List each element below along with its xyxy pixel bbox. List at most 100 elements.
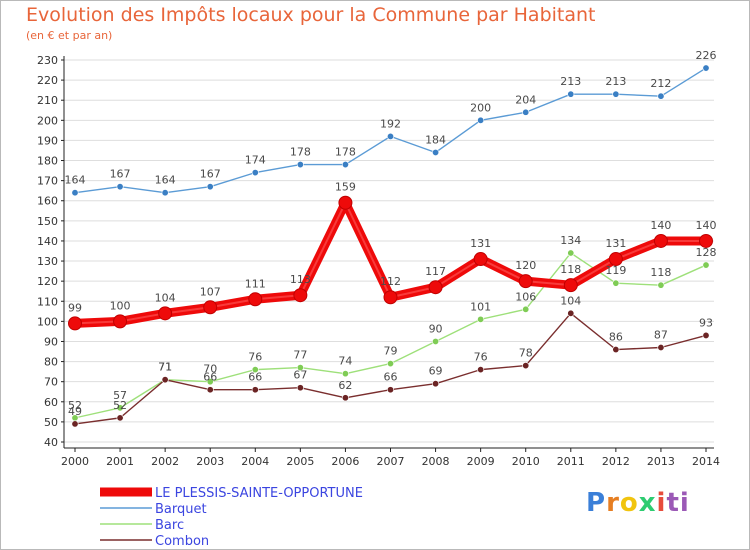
data-label: 184 bbox=[425, 133, 446, 146]
data-label: 131 bbox=[470, 237, 491, 250]
data-point bbox=[248, 292, 263, 307]
series-le-plessis-sainte-opportune bbox=[68, 195, 713, 331]
data-point bbox=[161, 376, 169, 384]
data-point bbox=[113, 314, 128, 329]
data-point bbox=[68, 316, 82, 331]
data-label: 71 bbox=[158, 361, 172, 374]
data-point bbox=[386, 360, 394, 368]
series-combon bbox=[71, 309, 710, 428]
y-tick-label: 180 bbox=[37, 155, 58, 168]
data-point bbox=[432, 337, 440, 345]
y-tick-label: 210 bbox=[37, 94, 58, 107]
data-point bbox=[702, 261, 710, 269]
data-label: 226 bbox=[696, 49, 717, 62]
data-point bbox=[518, 274, 533, 289]
data-point bbox=[657, 92, 665, 100]
data-label: 212 bbox=[650, 77, 671, 90]
data-point bbox=[251, 366, 259, 374]
data-label: 66 bbox=[248, 371, 262, 384]
data-point bbox=[296, 364, 304, 372]
x-tick-label: 2010 bbox=[512, 455, 540, 468]
legend-label: Barquet bbox=[155, 502, 207, 517]
series-barquet bbox=[71, 64, 710, 197]
data-label: 111 bbox=[245, 277, 266, 290]
data-label: 174 bbox=[245, 154, 266, 167]
data-point bbox=[116, 414, 124, 422]
data-point bbox=[206, 386, 214, 394]
data-point bbox=[657, 344, 665, 352]
data-label: 107 bbox=[200, 285, 221, 298]
data-point bbox=[522, 305, 530, 313]
data-point bbox=[657, 281, 665, 289]
data-label: 118 bbox=[560, 263, 581, 276]
y-tick-label: 200 bbox=[37, 114, 58, 127]
data-label: 164 bbox=[65, 174, 86, 187]
data-label: 128 bbox=[696, 246, 717, 259]
x-tick-label: 2000 bbox=[61, 455, 89, 468]
data-point bbox=[71, 189, 79, 197]
data-point bbox=[116, 183, 124, 191]
x-tick-label: 2012 bbox=[602, 455, 630, 468]
x-tick-label: 2005 bbox=[286, 455, 314, 468]
data-label: 74 bbox=[338, 355, 352, 368]
data-label: 93 bbox=[699, 316, 713, 329]
data-labels: 164 167 164 167 174 178 178 192 184 200 204 213 213 2… bbox=[65, 49, 717, 418]
data-label: 87 bbox=[654, 329, 668, 342]
data-label: 140 bbox=[696, 219, 717, 232]
data-point bbox=[432, 148, 440, 156]
data-label: 52 bbox=[68, 399, 82, 412]
x-tick-label: 2003 bbox=[196, 455, 224, 468]
y-tick-label: 70 bbox=[44, 376, 58, 389]
proxiti-logo: Proxiti bbox=[586, 488, 690, 518]
data-label: 57 bbox=[113, 389, 127, 402]
data-point bbox=[567, 249, 575, 257]
data-label: 167 bbox=[200, 168, 221, 181]
y-tick-label: 40 bbox=[44, 436, 58, 449]
data-label: 66 bbox=[384, 371, 398, 384]
data-label: 178 bbox=[335, 146, 356, 159]
y-tick-label: 120 bbox=[37, 275, 58, 288]
data-label: 164 bbox=[155, 174, 176, 187]
data-label: 204 bbox=[515, 93, 536, 106]
data-point bbox=[473, 252, 488, 267]
y-tick-label: 50 bbox=[44, 416, 58, 429]
data-label: 120 bbox=[515, 259, 536, 272]
data-label: 79 bbox=[384, 345, 398, 358]
data-label: 99 bbox=[68, 301, 82, 314]
y-tick-label: 80 bbox=[44, 356, 58, 369]
data-point bbox=[296, 161, 304, 169]
data-label: 159 bbox=[335, 181, 356, 194]
data-label: 77 bbox=[293, 349, 307, 362]
data-point bbox=[158, 306, 173, 321]
legend-label: Combon bbox=[155, 534, 209, 549]
y-tick-label: 190 bbox=[37, 134, 58, 147]
data-label: 131 bbox=[605, 237, 626, 250]
data-point bbox=[477, 366, 485, 374]
legend-item: LE PLESSIS-SAINTE-OPPORTUNE bbox=[100, 486, 363, 501]
y-tick-label: 130 bbox=[37, 255, 58, 268]
data-point bbox=[293, 288, 308, 303]
y-tick-label: 150 bbox=[37, 215, 58, 228]
data-label: 134 bbox=[560, 234, 581, 247]
data-point bbox=[477, 315, 485, 323]
data-label: 76 bbox=[248, 351, 262, 364]
data-label: 101 bbox=[470, 300, 491, 313]
y-tick-label: 110 bbox=[37, 295, 58, 308]
data-point bbox=[428, 280, 443, 295]
chart-title: Evolution des Impôts locaux pour la Comm… bbox=[26, 4, 596, 26]
data-point bbox=[338, 195, 353, 210]
data-point bbox=[699, 233, 713, 248]
data-label: 52 bbox=[113, 399, 127, 412]
data-label: 106 bbox=[515, 290, 536, 303]
data-label: 66 bbox=[203, 371, 217, 384]
data-point bbox=[567, 90, 575, 98]
data-label: 119 bbox=[605, 264, 626, 277]
x-tick-label: 2002 bbox=[151, 455, 179, 468]
data-label: 167 bbox=[110, 168, 131, 181]
data-label: 178 bbox=[290, 146, 311, 159]
data-label: 71 bbox=[158, 361, 172, 374]
x-tick-label: 2004 bbox=[241, 455, 269, 468]
series-lines bbox=[68, 64, 713, 428]
legend-label: Barc bbox=[155, 518, 184, 533]
y-tick-label: 100 bbox=[37, 315, 58, 328]
